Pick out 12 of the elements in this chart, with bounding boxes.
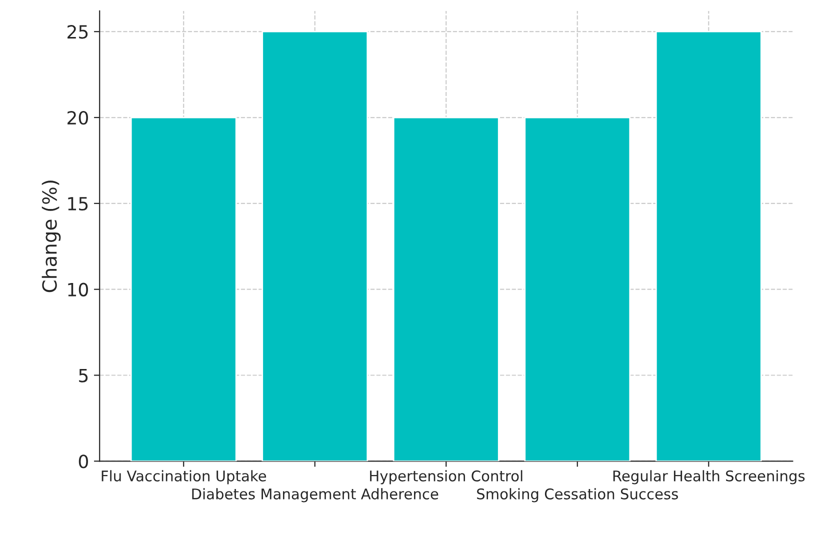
x-tick-label: Smoking Cessation Success: [477, 488, 678, 502]
y-tick-label: 5: [79, 368, 88, 382]
x-tick-label: Flu Vaccination Uptake: [102, 470, 266, 484]
y-tick-label: 15: [68, 197, 88, 211]
x-tick-label: Diabetes Management Adherence: [192, 488, 438, 502]
y-axis-title: Change (%): [42, 180, 61, 292]
y-tick-label: 25: [68, 25, 88, 39]
y-tick-label: 10: [68, 282, 88, 296]
y-tick-label: 0: [78, 454, 88, 468]
x-tick-label: Hypertension Control: [370, 470, 522, 484]
y-tick-label: 20: [68, 110, 88, 125]
x-tick-label: Regular Health Screenings: [613, 470, 805, 484]
